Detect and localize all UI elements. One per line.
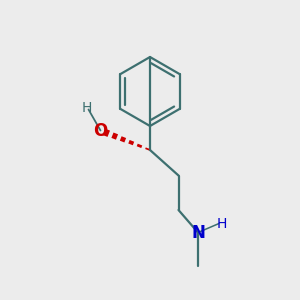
Text: H: H <box>216 217 226 230</box>
Text: H: H <box>82 101 92 115</box>
Text: N: N <box>191 224 205 242</box>
Text: O: O <box>93 122 108 140</box>
